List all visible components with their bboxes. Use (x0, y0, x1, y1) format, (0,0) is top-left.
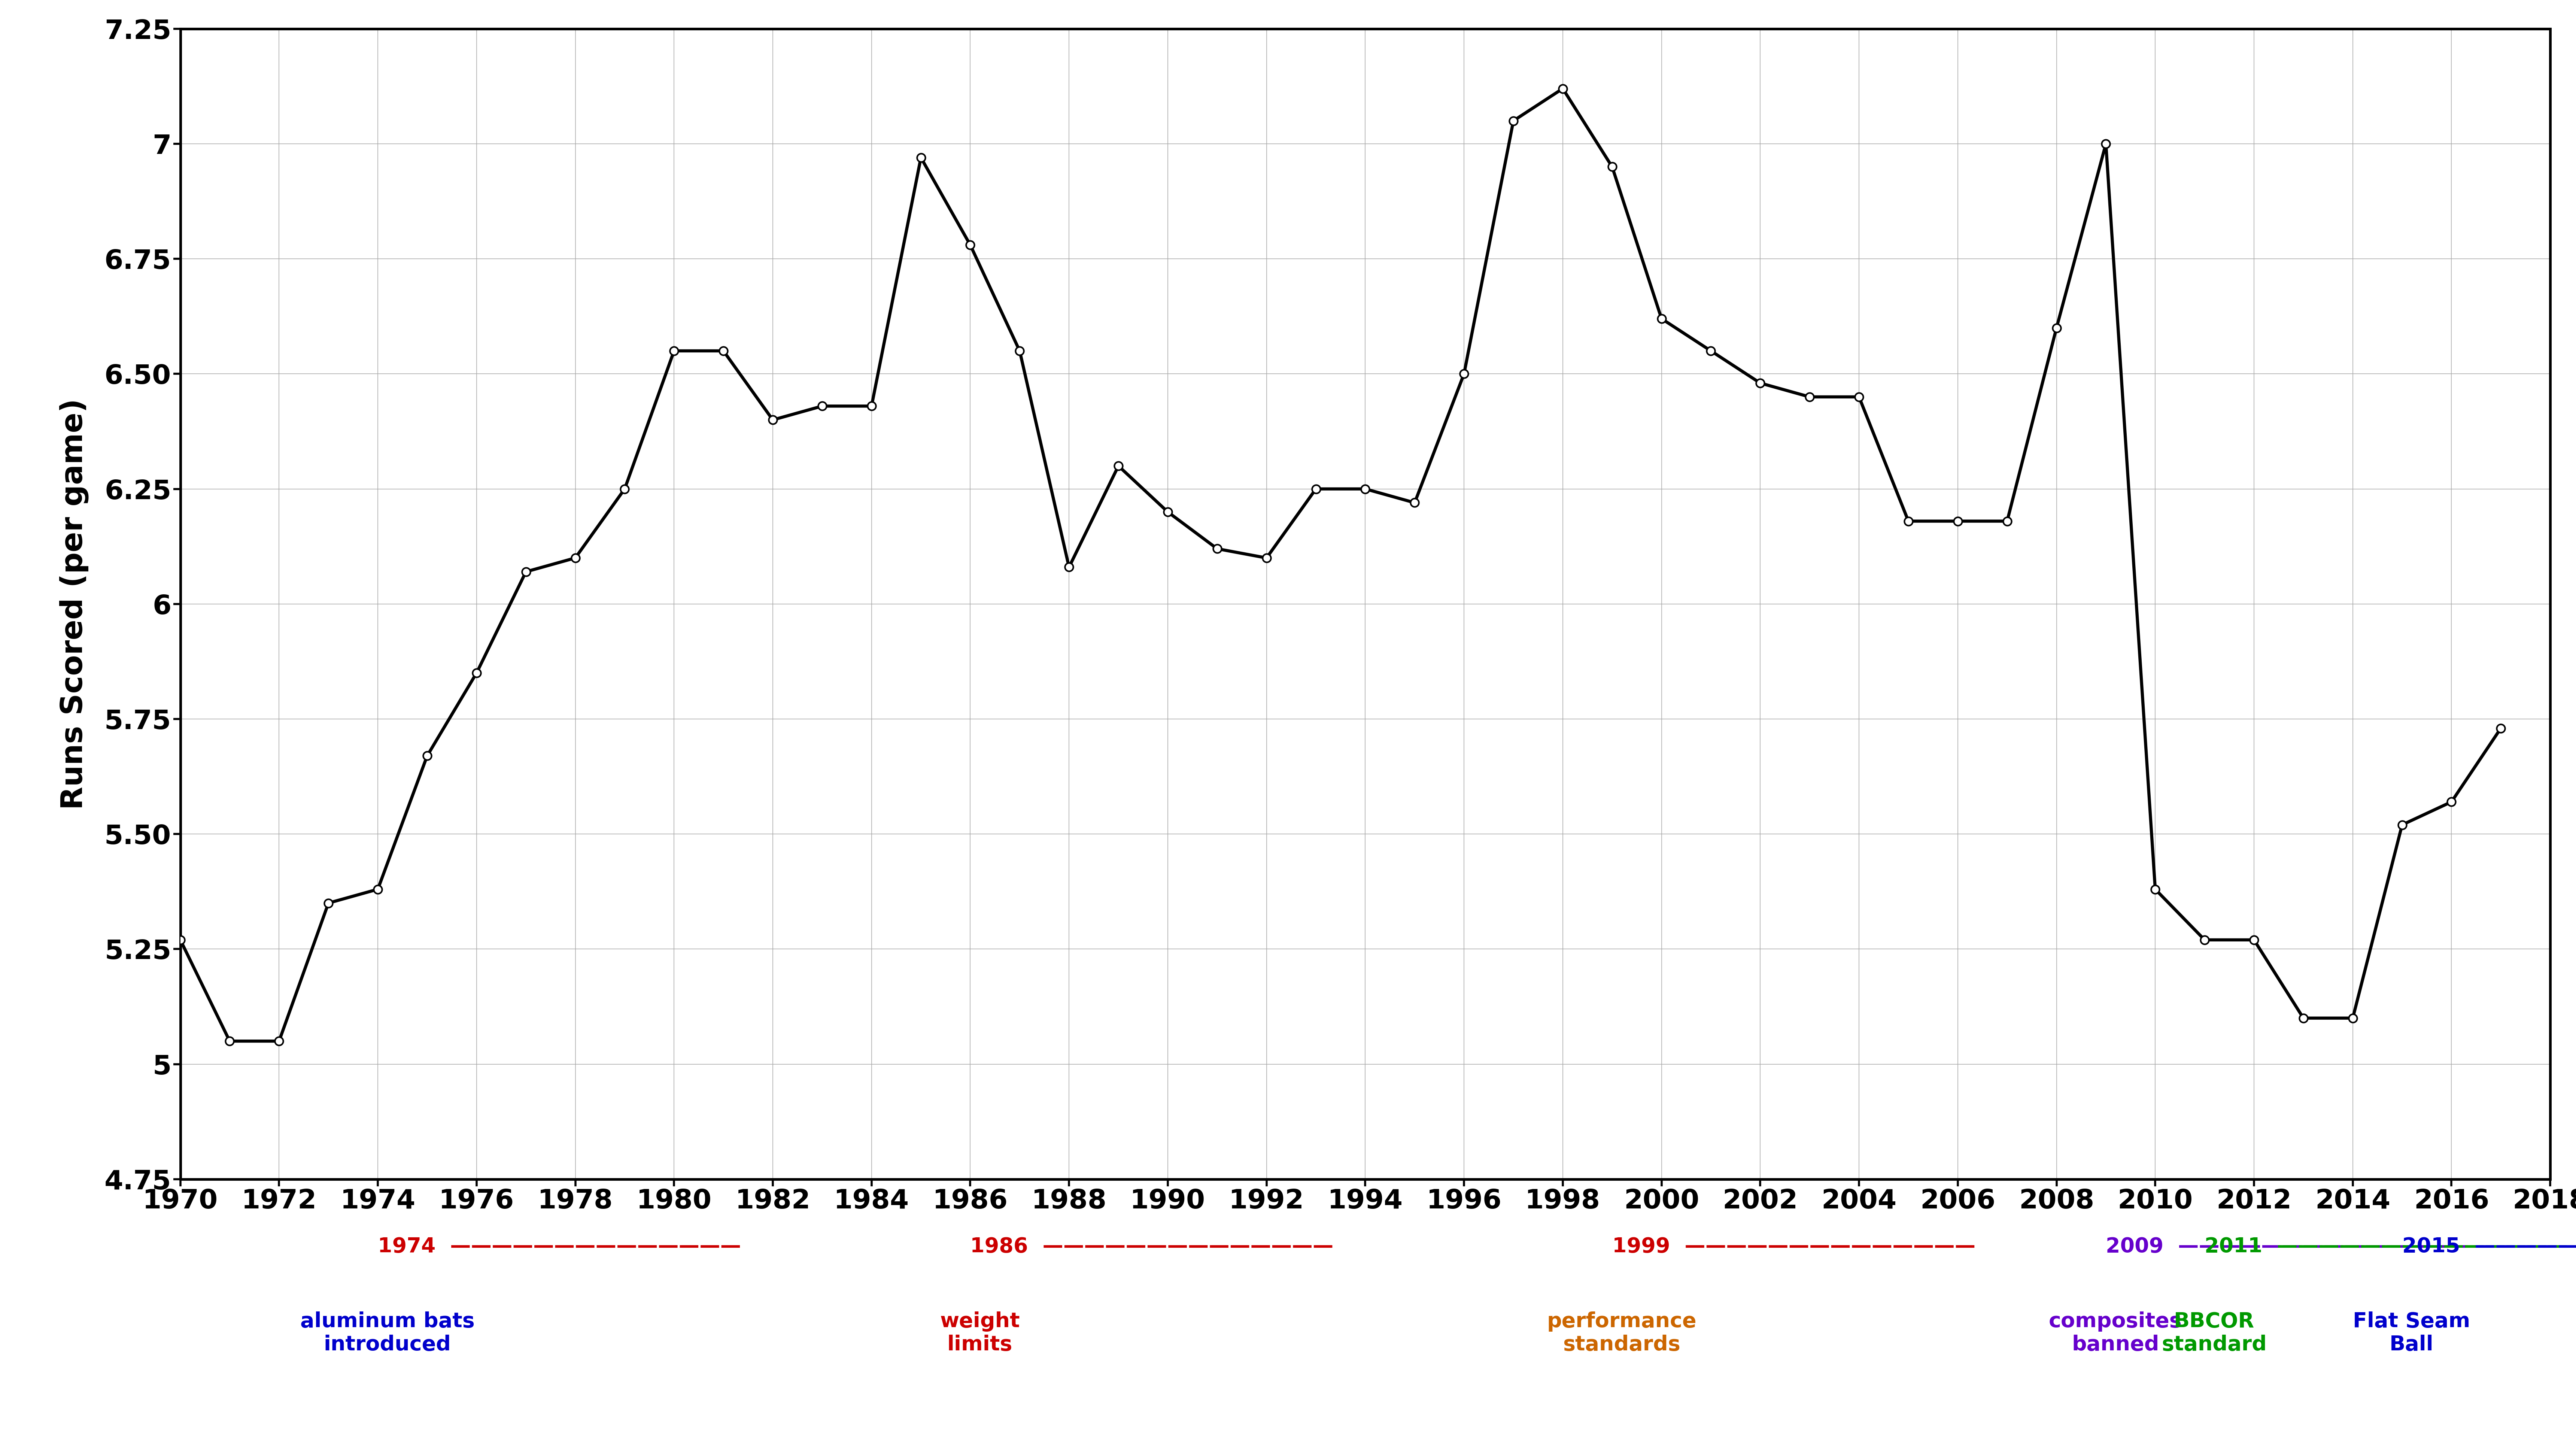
Text: 2011  ——————————————: 2011 —————————————— (2205, 1237, 2568, 1257)
Text: performance
standards: performance standards (1546, 1311, 1698, 1355)
Text: 1986  ——————————————: 1986 —————————————— (971, 1237, 1334, 1257)
Y-axis label: Runs Scored (per game): Runs Scored (per game) (59, 398, 88, 810)
Text: 2009  ——————————————: 2009 —————————————— (2107, 1237, 2468, 1257)
Text: aluminum bats
introduced: aluminum bats introduced (299, 1311, 474, 1355)
Text: composites
banned: composites banned (2048, 1311, 2182, 1355)
Text: 1974  ——————————————: 1974 —————————————— (379, 1237, 742, 1257)
Text: 1999  ——————————————: 1999 —————————————— (1613, 1237, 1976, 1257)
Text: Flat Seam
Ball: Flat Seam Ball (2352, 1311, 2470, 1355)
Text: weight
limits: weight limits (940, 1311, 1020, 1355)
Text: 2015  ——————————————: 2015 —————————————— (2403, 1237, 2576, 1257)
Text: BBCOR
standard: BBCOR standard (2161, 1311, 2267, 1355)
